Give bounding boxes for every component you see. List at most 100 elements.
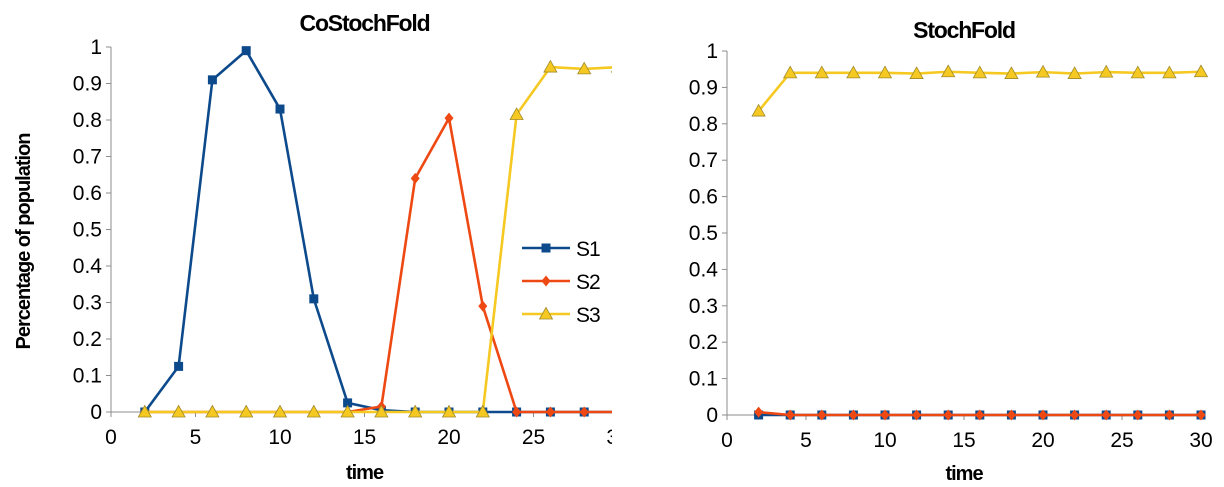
y-tick-label: 0.6 bbox=[689, 186, 718, 209]
y-tick-label: 0.6 bbox=[73, 182, 102, 205]
y-tick-label: 1 bbox=[90, 36, 102, 59]
point-s2 bbox=[410, 172, 420, 184]
point-s2 bbox=[579, 406, 589, 418]
series-s2 bbox=[140, 112, 612, 418]
point-s2 bbox=[444, 112, 454, 124]
legend-marker bbox=[541, 243, 551, 253]
point-series-2 bbox=[1164, 409, 1174, 421]
legend-label: S3 bbox=[576, 304, 600, 327]
y-tick-label: 0.1 bbox=[73, 365, 102, 388]
y-tick-label: 0.3 bbox=[73, 292, 102, 315]
y-tick-label: 1 bbox=[706, 40, 718, 63]
point-s3 bbox=[171, 404, 186, 418]
point-s1 bbox=[275, 104, 285, 114]
x-tick-label: 25 bbox=[522, 426, 545, 449]
point-series-2 bbox=[848, 409, 858, 421]
point-series-3 bbox=[1162, 65, 1177, 79]
y-axis-label: Percentage of population bbox=[13, 133, 35, 349]
y-tick-label: 0.4 bbox=[689, 258, 719, 281]
point-series-3 bbox=[1099, 64, 1114, 78]
y-tick-label: 0.9 bbox=[73, 73, 102, 96]
point-series-2 bbox=[1101, 409, 1111, 421]
point-s3 bbox=[543, 59, 558, 73]
axes bbox=[726, 51, 1201, 416]
x-tick-label: 20 bbox=[437, 426, 460, 449]
legend-marker bbox=[538, 306, 554, 320]
point-s1 bbox=[309, 294, 319, 304]
point-s3 bbox=[137, 404, 152, 418]
point-s1 bbox=[241, 46, 251, 56]
x-tick-label: 10 bbox=[268, 426, 291, 449]
point-series-2 bbox=[817, 409, 827, 421]
point-s3 bbox=[408, 404, 423, 418]
point-series-2 bbox=[1133, 409, 1143, 421]
x-ticks: 0 5 10 15 20 25 30 bbox=[721, 415, 1213, 452]
point-series-2 bbox=[1038, 409, 1048, 421]
y-tick-label: 0.2 bbox=[73, 328, 102, 351]
chart-title: StochFold bbox=[913, 17, 1015, 43]
point-s2 bbox=[545, 406, 555, 418]
point-s2 bbox=[478, 300, 488, 312]
legend-item-s2: S2 bbox=[522, 271, 601, 294]
y-tick-label: 0.1 bbox=[689, 368, 718, 391]
point-series-2 bbox=[880, 409, 890, 421]
point-s1 bbox=[174, 361, 184, 371]
point-s3 bbox=[306, 404, 321, 418]
x-axis-label: time bbox=[945, 463, 983, 485]
x-tick-label: 30 bbox=[1189, 429, 1212, 452]
point-series-3 bbox=[972, 65, 987, 79]
y-tick-label: 0.4 bbox=[73, 255, 103, 278]
y-tick-label: 0 bbox=[90, 401, 102, 424]
x-axis-label: time bbox=[346, 462, 384, 484]
x-tick-label: 0 bbox=[721, 429, 733, 452]
point-s3 bbox=[441, 404, 457, 418]
point-series-2 bbox=[912, 409, 922, 421]
point-series-3 bbox=[1193, 64, 1209, 78]
y-tick-label: 0.5 bbox=[73, 219, 102, 242]
point-series-3 bbox=[1004, 66, 1019, 79]
legend-marker bbox=[541, 275, 551, 287]
y-tick-label: 0.7 bbox=[73, 146, 102, 169]
x-tick-label: 5 bbox=[190, 426, 202, 449]
point-s3 bbox=[374, 404, 389, 418]
point-series-3 bbox=[846, 65, 861, 79]
series-s3 bbox=[137, 59, 612, 418]
x-tick-label: 5 bbox=[800, 429, 812, 452]
y-tick-label: 0.5 bbox=[689, 222, 718, 245]
point-s1 bbox=[207, 75, 217, 85]
point-series-3 bbox=[751, 103, 766, 117]
x-tick-label: 0 bbox=[105, 426, 117, 449]
point-series-3 bbox=[783, 65, 798, 79]
point-series-2 bbox=[943, 409, 953, 421]
legend-item-s1: S1 bbox=[522, 238, 601, 261]
x-tick-label: 25 bbox=[1110, 429, 1133, 452]
y-tick-label: 0.9 bbox=[689, 76, 718, 99]
point-s3 bbox=[272, 404, 288, 418]
x-tick-label: 30 bbox=[606, 426, 612, 449]
x-tick-label: 10 bbox=[873, 429, 896, 452]
point-series-2 bbox=[754, 406, 764, 418]
series-series-2 bbox=[754, 406, 1206, 421]
x-tick-label: 20 bbox=[1031, 429, 1054, 452]
x-ticks: 0 5 10 15 20 25 30 bbox=[105, 412, 612, 449]
y-tick-label: 0.7 bbox=[689, 149, 718, 172]
point-series-3 bbox=[1067, 66, 1082, 79]
legend-label: S2 bbox=[576, 271, 600, 294]
line-s3 bbox=[144, 65, 612, 414]
point-s3 bbox=[205, 404, 220, 418]
y-tick-label: 0.3 bbox=[689, 295, 718, 318]
point-s3 bbox=[509, 107, 524, 120]
point-s3 bbox=[610, 70, 612, 73]
point-series-2 bbox=[1196, 409, 1206, 421]
point-s3 bbox=[475, 404, 490, 418]
axes bbox=[110, 47, 612, 413]
point-series-2 bbox=[975, 409, 985, 421]
point-series-3 bbox=[1130, 65, 1145, 79]
point-s3 bbox=[577, 61, 592, 75]
y-tick-label: 0.8 bbox=[73, 109, 102, 132]
point-s1 bbox=[343, 398, 353, 408]
point-s2 bbox=[512, 406, 522, 418]
point-s3 bbox=[340, 404, 355, 418]
line-s1 bbox=[143, 49, 612, 414]
